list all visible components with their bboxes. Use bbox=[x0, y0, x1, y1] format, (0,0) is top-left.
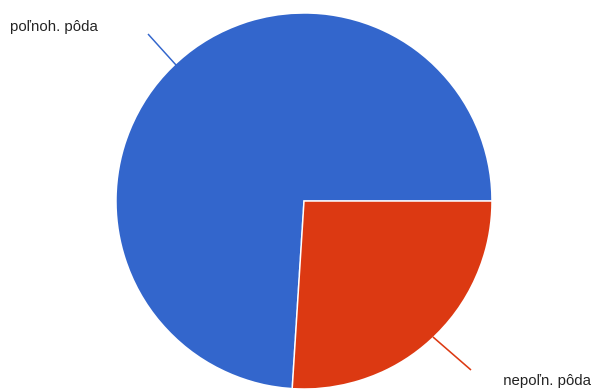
slice-label-agricultural: poľnoh. pôda bbox=[10, 18, 98, 35]
pie-slices bbox=[115, 12, 493, 390]
pie-leader-lines bbox=[147, 33, 472, 371]
leader-line-agricultural bbox=[147, 33, 177, 66]
slice-label-non-agricultural: nepoľn. pôda bbox=[503, 372, 591, 389]
pie-slice-non-agricultural bbox=[291, 200, 493, 390]
leader-line-non-agricultural bbox=[432, 336, 472, 371]
